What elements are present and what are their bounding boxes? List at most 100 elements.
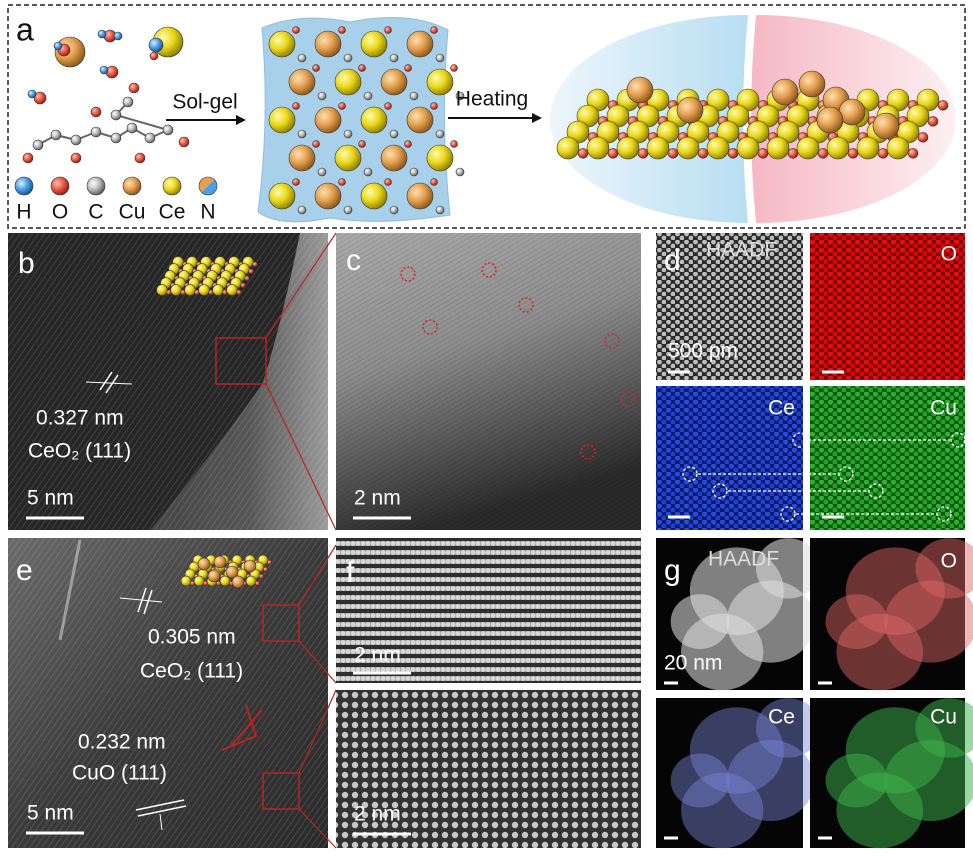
atom — [110, 132, 122, 144]
atom — [292, 102, 300, 110]
atom — [268, 106, 296, 134]
atom — [426, 68, 454, 96]
atom — [757, 148, 769, 159]
atom — [148, 37, 164, 53]
marker — [792, 432, 808, 448]
o-map — [810, 233, 965, 380]
atom — [435, 129, 445, 139]
atom — [314, 106, 342, 134]
atom — [244, 275, 250, 282]
scale-label: 5 nm — [27, 802, 74, 825]
marker — [936, 506, 952, 522]
atom — [134, 152, 146, 164]
plane-label: CeO₂ (111) — [28, 440, 131, 463]
atom — [706, 136, 730, 160]
atom — [360, 106, 388, 134]
spacing-mark — [99, 371, 113, 391]
lattice-fringes — [8, 538, 328, 848]
map-label: Cu — [930, 706, 957, 729]
spacing-mark — [159, 813, 163, 831]
map-label: HAADF — [706, 239, 777, 262]
atom — [97, 29, 107, 39]
atom — [384, 102, 392, 110]
cu-map — [810, 386, 965, 530]
atom — [126, 122, 138, 134]
legend-label: Cu — [119, 201, 146, 224]
atom — [32, 139, 44, 151]
atom — [252, 261, 258, 268]
atom — [180, 575, 192, 587]
marker — [868, 483, 884, 499]
atom — [338, 26, 346, 34]
map-label: O — [941, 243, 957, 266]
atom — [927, 116, 939, 127]
atom — [33, 91, 47, 105]
atom — [317, 91, 327, 101]
atom — [358, 140, 366, 148]
particle — [915, 538, 973, 599]
atom — [122, 176, 142, 196]
zoom-line — [298, 544, 337, 606]
scale-label: 500 pm — [668, 340, 738, 363]
atom — [14, 176, 34, 196]
atom — [128, 82, 140, 94]
lattice — [336, 233, 641, 530]
map-label: O — [941, 550, 957, 573]
legend: H O C Cu Ce N — [14, 176, 218, 224]
atom — [243, 559, 257, 573]
panel-label: b — [18, 247, 35, 280]
panel-label: c — [346, 244, 361, 277]
atom — [236, 289, 242, 296]
particle — [755, 538, 821, 599]
zoom-box — [262, 604, 300, 642]
map-label: Ce — [768, 706, 795, 729]
zoom-line — [298, 640, 337, 684]
atom — [616, 136, 640, 160]
atom — [27, 89, 37, 99]
atom — [338, 102, 346, 110]
map-label: Ce — [768, 397, 795, 420]
atom — [122, 96, 134, 108]
legend-label: C — [88, 201, 103, 224]
marker — [682, 466, 698, 482]
grain-edge — [58, 539, 82, 641]
atom — [389, 205, 399, 215]
vacancy-circle — [518, 297, 534, 313]
gel-atoms — [268, 26, 465, 215]
atom — [266, 559, 273, 565]
atom — [240, 282, 246, 289]
atom — [426, 144, 454, 172]
atom — [343, 53, 353, 63]
atom — [877, 148, 889, 159]
scale-label: 2 nm — [354, 644, 401, 667]
inset-model — [156, 256, 258, 296]
scale-label: 5 nm — [27, 487, 74, 510]
atom — [676, 96, 704, 124]
zoom-line — [265, 383, 337, 531]
step-label: Sol-gel — [172, 91, 237, 114]
atom — [144, 132, 156, 144]
atom — [162, 176, 182, 196]
atom — [907, 148, 919, 159]
atom — [258, 573, 265, 579]
atom — [178, 136, 190, 148]
atom — [198, 284, 210, 296]
atom — [796, 136, 820, 160]
atom — [363, 167, 373, 177]
atom — [409, 167, 419, 177]
atom — [226, 284, 238, 296]
panel-label: d — [664, 244, 681, 277]
atom — [50, 176, 70, 196]
map-label: Cu — [930, 397, 957, 420]
atom — [149, 51, 159, 61]
particle — [845, 547, 945, 635]
atom — [389, 53, 399, 63]
eds-maps — [656, 538, 973, 849]
spacing-mark — [135, 799, 185, 811]
particle — [689, 707, 784, 794]
vacancy-circle — [400, 266, 416, 282]
atom — [736, 136, 760, 160]
particle — [825, 594, 888, 649]
atom — [268, 182, 296, 210]
atom — [113, 31, 123, 41]
